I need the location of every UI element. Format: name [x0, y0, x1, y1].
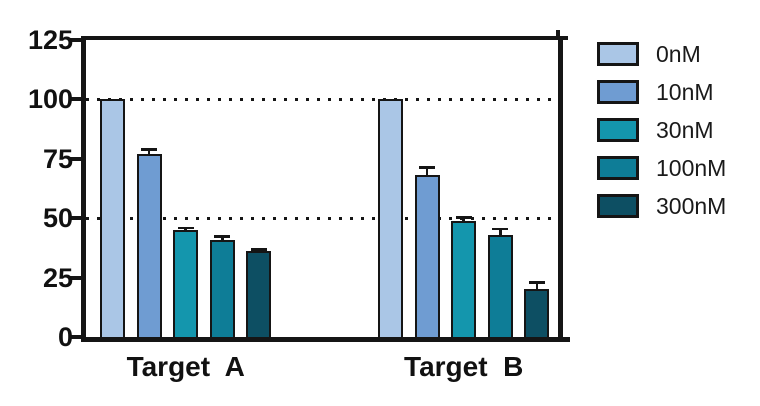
frame-overshoot-right-top	[560, 36, 568, 40]
plot-frame	[81, 36, 563, 342]
legend-swatch-0nM	[597, 42, 639, 66]
bar-10nM-B	[414, 175, 440, 337]
legend-swatch-300nM	[597, 194, 639, 218]
y-tick-label-125: 125	[27, 25, 73, 55]
bar-0nM-A	[100, 99, 125, 337]
error-cap-10nM-A	[141, 148, 158, 151]
x-group-label-A: Target A	[126, 351, 245, 382]
y-tick-100	[70, 97, 81, 102]
y-tick-label-75: 75	[42, 143, 73, 174]
legend-swatch-100nM	[597, 156, 639, 180]
error-cap-300nM-A	[250, 248, 267, 251]
y-tick-label-0: 0	[57, 322, 73, 352]
error-cap-30nM-A	[177, 226, 194, 230]
legend-label-100nM: 100nM	[656, 155, 727, 181]
bar-30nM-A	[173, 230, 199, 337]
frame-overshoot-right-bottom	[561, 337, 570, 342]
legend-label-300nM: 300nM	[656, 193, 727, 219]
y-tick-125	[70, 38, 81, 42]
legend-label-30nM: 30nM	[656, 117, 714, 143]
error-bar-10nM-B	[425, 168, 429, 182]
y-tick-0	[70, 335, 81, 339]
plot-area	[86, 40, 558, 337]
legend-item-100nM: 100nM	[597, 156, 726, 180]
bar-300nM-A	[246, 251, 272, 337]
bar-10nM-A	[136, 154, 162, 337]
bar-100nM-A	[209, 239, 235, 337]
error-bar-300nM-B	[535, 283, 539, 296]
error-cap-100nM-A	[214, 235, 231, 238]
error-cap-100nM-B	[492, 227, 509, 231]
y-tick-50	[70, 216, 81, 221]
legend-label-0nM: 0nM	[656, 41, 701, 67]
legend-item-30nM: 30nM	[597, 118, 726, 142]
legend-label-10nM: 10nM	[656, 79, 714, 105]
bar-0nM-B	[378, 99, 403, 337]
gridline-50	[86, 216, 558, 220]
y-tick-label-25: 25	[42, 262, 73, 293]
legend-item-300nM: 300nM	[597, 194, 726, 218]
gridline-100	[86, 97, 558, 101]
error-cap-30nM-B	[455, 216, 472, 219]
legend-item-0nM: 0nM	[597, 42, 726, 66]
legend-swatch-30nM	[597, 118, 639, 142]
bar-30nM-B	[451, 220, 477, 337]
bar-100nM-B	[487, 234, 513, 337]
error-cap-10nM-B	[419, 166, 436, 169]
legend-item-10nM: 10nM	[597, 80, 726, 104]
legend-swatch-10nM	[597, 80, 639, 104]
legend: 0nM 10nM 30nM 100nM 300nM	[597, 42, 726, 232]
error-cap-300nM-B	[528, 281, 545, 284]
frame-overshoot-top-right	[556, 30, 560, 38]
y-tick-75	[70, 156, 81, 161]
y-tick-label-50: 50	[42, 203, 73, 234]
x-group-label-B: Target B	[404, 351, 524, 382]
bar-300nM-B	[524, 289, 550, 337]
y-tick-25	[70, 275, 81, 280]
y-tick-label-100: 100	[27, 84, 73, 115]
